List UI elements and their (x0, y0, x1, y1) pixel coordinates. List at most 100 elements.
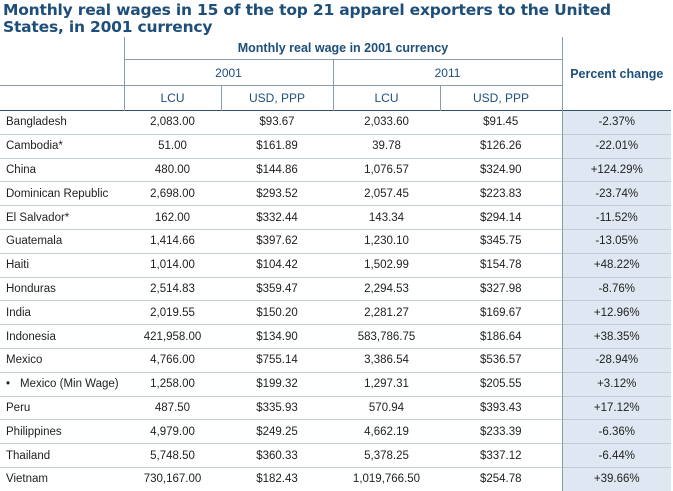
usd-2001-cell: $161.89 (221, 133, 333, 159)
usd-2011-cell: $205.55 (440, 371, 562, 397)
usd-2001-cell: $134.90 (221, 324, 333, 349)
usd-2011-cell: $91.45 (440, 110, 562, 135)
usd-2001-header: USD, PPP (220, 85, 333, 111)
country-name: China (6, 163, 37, 176)
table-row: El Salvador* 162.00 $332.44 143.34 $294.14 -1… (0, 205, 671, 230)
percent-change-cell: +3.12% (561, 371, 671, 397)
country-cell: Honduras (0, 276, 124, 301)
lcu-2011-cell: 5,378.25 (333, 443, 440, 468)
country-cell: India (0, 300, 124, 325)
table-row: Dominican Republic 2,698.00 $293.52 2,057.4… (0, 181, 671, 206)
usd-2011-cell: $154.78 (440, 252, 562, 278)
percent-change-cell: -28.94% (561, 347, 671, 373)
lcu-2001-cell: 4,766.00 (124, 347, 221, 373)
country-name: Guatemala (6, 235, 63, 248)
table-row: Vietnam 730,167.00 $182.43 1,019,766.50 $254… (0, 466, 671, 491)
lcu-2011-cell: 1,297.31 (333, 371, 440, 397)
lcu-2011-cell: 2,281.27 (333, 300, 440, 325)
country-cell: Guatemala (0, 228, 124, 254)
lcu-2001-cell: 2,514.83 (124, 276, 221, 301)
usd-2001-cell: $293.52 (221, 181, 333, 206)
country-name: Peru (6, 401, 31, 414)
lcu-2011-cell: 1,502.99 (333, 252, 440, 278)
usd-2011-cell: $186.64 (440, 324, 562, 349)
table-row: China 480.00 $144.86 1,076.57 $324.90 +124.29… (0, 157, 671, 182)
percent-change-cell: +48.22% (561, 252, 671, 278)
table-row: Bangladesh 2,083.00 $93.67 2,033.60 $91.45 -2… (0, 110, 671, 135)
usd-2001-cell: $249.25 (221, 419, 333, 444)
table-row: Indonesia 421,958.00 $134.90 583,786.75 $186… (0, 324, 671, 349)
lcu-2001-cell: 51.00 (124, 133, 221, 159)
percent-change-cell: +124.29% (561, 157, 671, 182)
percent-change-cell: -2.37% (561, 110, 671, 135)
table-title: Monthly real wages in 15 of the top 21 a… (3, 1, 611, 36)
lcu-2001-cell: 1,414.66 (124, 228, 221, 254)
country-cell: Mexico (0, 347, 124, 373)
country-cell: Vietnam (0, 466, 124, 491)
lcu-2011-cell: 39.78 (333, 133, 440, 159)
lcu-2011-cell: 2,033.60 (333, 110, 440, 135)
lcu-2001-cell: 730,167.00 (124, 466, 221, 491)
lcu-2011-cell: 143.34 (333, 205, 440, 230)
country-name: Vietnam (6, 473, 48, 486)
lcu-2011-cell: 583,786.75 (333, 324, 440, 349)
usd-2001-cell: $360.33 (221, 443, 333, 468)
usd-2011-cell: $254.78 (440, 466, 562, 491)
country-name: Bangladesh (6, 116, 67, 129)
usd-2001-cell: $359.47 (221, 276, 333, 301)
country-name: Haiti (6, 259, 30, 272)
lcu-2011-cell: 3,386.54 (333, 347, 440, 373)
country-cell: Indonesia (0, 324, 124, 349)
country-name: El Salvador* (6, 211, 70, 224)
lcu-2001-cell: 2,083.00 (124, 110, 221, 135)
lcu-2001-cell: 480.00 (124, 157, 221, 182)
year-2011-header: 2011 (332, 59, 562, 86)
country-name: Honduras (6, 282, 56, 295)
percent-change-cell: -13.05% (561, 228, 671, 254)
percent-change-cell: +17.12% (561, 395, 671, 420)
usd-2011-cell: $233.39 (440, 419, 562, 444)
country-name: Mexico (Min Wage) (20, 378, 119, 391)
lcu-2001-cell: 5,748.50 (124, 443, 221, 468)
percent-change-cell: +38.35% (561, 324, 671, 349)
lcu-2001-cell: 162.00 (124, 205, 221, 230)
table-row: India 2,019.55 $150.20 2,281.27 $169.67 +12.9… (0, 300, 671, 325)
country-header (0, 37, 124, 60)
usd-2011-cell: $327.98 (440, 276, 562, 301)
usd-2001-cell: $182.43 (221, 466, 333, 491)
table-row: Honduras 2,514.83 $359.47 2,294.53 $327.98 -8… (0, 276, 671, 301)
usd-2011-cell: $337.12 (440, 443, 562, 468)
percent-change-cell: -6.44% (561, 443, 671, 468)
table-row: Thailand 5,748.50 $360.33 5,378.25 $337.12 -6… (0, 443, 671, 468)
usd-2001-cell: $199.32 (221, 371, 333, 397)
usd-2011-cell: $536.57 (440, 347, 562, 373)
country-name: Thailand (6, 449, 51, 462)
lcu-2011-cell: 1,230.10 (333, 228, 440, 254)
usd-2001-cell: $332.44 (221, 205, 333, 230)
table-row: Haiti 1,014.00 $104.42 1,502.99 $154.78 +48.2… (0, 252, 671, 278)
usd-2001-cell: $150.20 (221, 300, 333, 325)
table-row: Philippines 4,979.00 $249.25 4,662.19 $233.3… (0, 419, 671, 444)
percent-change-header: Percent change (561, 37, 671, 111)
percent-change-cell: -8.76% (561, 276, 671, 301)
table-body: Bangladesh 2,083.00 $93.67 2,033.60 $91.45 -2… (0, 110, 671, 491)
lcu-2011-cell: 570.94 (333, 395, 440, 420)
usd-2011-cell: $169.67 (440, 300, 562, 325)
lcu-2001-cell: 1,258.00 (124, 371, 221, 397)
usd-2011-header: USD, PPP (439, 85, 562, 111)
country-name: Mexico (6, 354, 43, 367)
usd-2011-cell: $324.90 (440, 157, 562, 182)
lcu-2011-header: LCU (332, 85, 440, 111)
country-cell: • Mexico (Min Wage) (0, 371, 124, 397)
usd-2011-cell: $126.26 (440, 133, 562, 159)
country-name: Cambodia* (6, 140, 63, 153)
country-name: Dominican Republic (6, 187, 109, 200)
usd-2011-cell: $345.75 (440, 228, 562, 254)
usd-2011-cell: $223.83 (440, 181, 562, 206)
lcu-2001-cell: 421,958.00 (124, 324, 221, 349)
table-row: Guatemala 1,414.66 $397.62 1,230.10 $345.75-… (0, 228, 671, 254)
country-name: Indonesia (6, 330, 56, 343)
country-cell: Bangladesh (0, 110, 124, 135)
lcu-2001-cell: 1,014.00 (124, 252, 221, 278)
lcu-2011-cell: 2,294.53 (333, 276, 440, 301)
